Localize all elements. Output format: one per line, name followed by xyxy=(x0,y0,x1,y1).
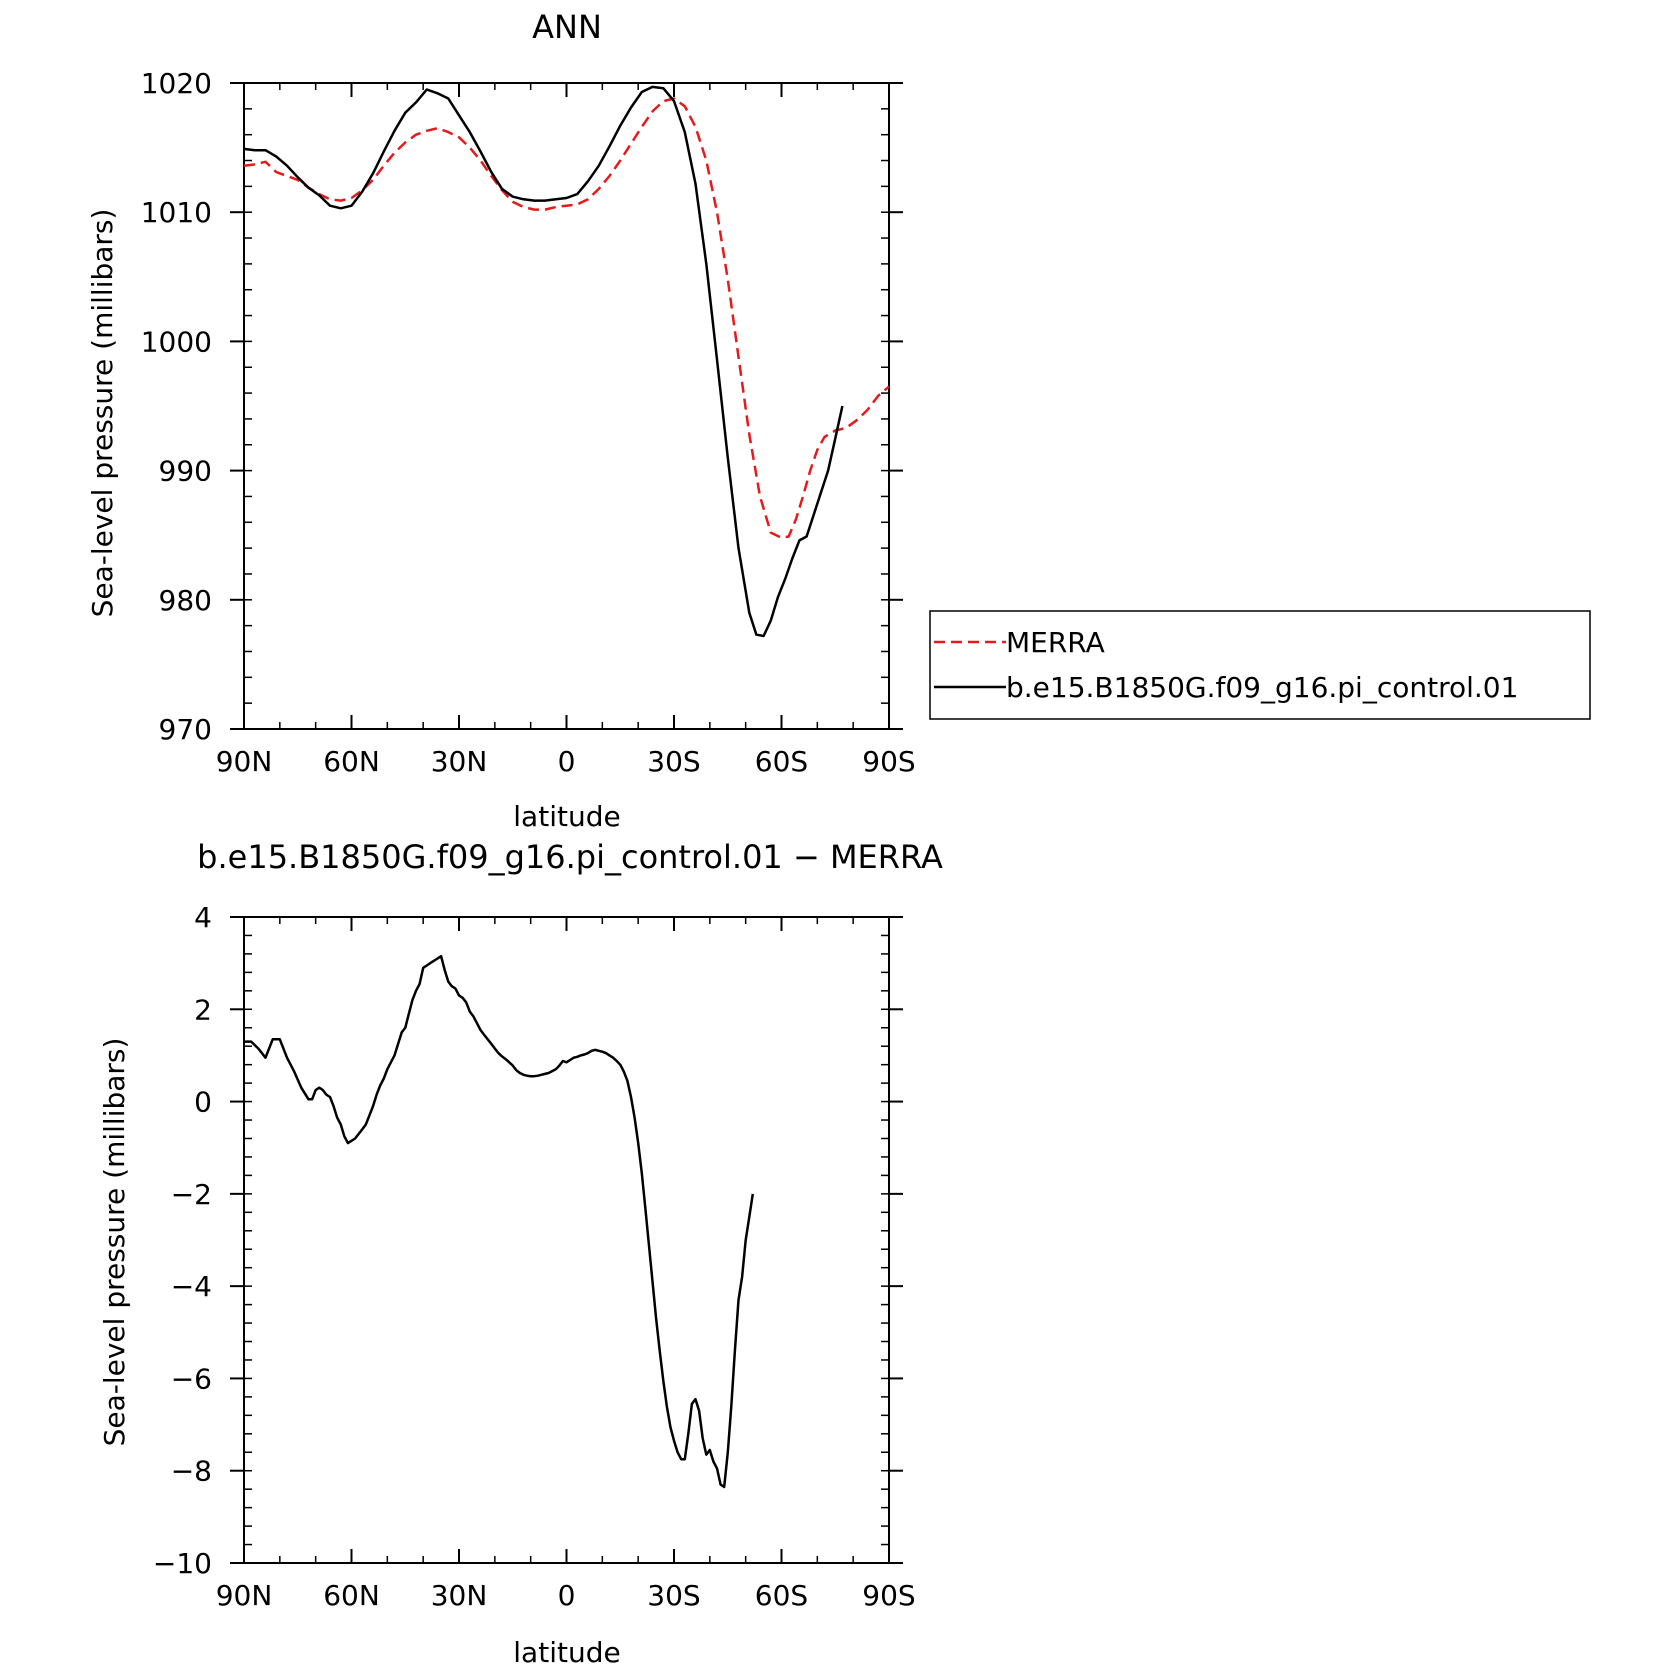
legend-box xyxy=(929,610,1591,720)
y-tick-label: 1000 xyxy=(141,325,212,358)
x-tick-label: 30N xyxy=(431,745,488,778)
series-line-0 xyxy=(244,954,755,1489)
x-tick-label: 60S xyxy=(755,745,808,778)
chart-title: b.e15.B1850G.f09_g16.pi_control.01 − MER… xyxy=(197,838,943,876)
panel-difference: b.e15.B1850G.f09_g16.pi_control.01 − MER… xyxy=(98,838,943,1669)
y-tick-label: −2 xyxy=(171,1178,212,1211)
x-tick-label: 0 xyxy=(558,745,576,778)
chart-title: ANN xyxy=(532,8,602,46)
x-tick-label: 60N xyxy=(323,745,380,778)
y-tick-label: −8 xyxy=(171,1455,212,1488)
y-tick-label: 980 xyxy=(159,584,212,617)
y-tick-label: 990 xyxy=(159,455,212,488)
plot-frame xyxy=(243,82,890,730)
y-tick-label: 2 xyxy=(194,993,212,1026)
y-tick-label: 4 xyxy=(194,901,212,934)
legend-label-model: b.e15.B1850G.f09_g16.pi_control.01 xyxy=(1006,671,1518,704)
x-tick-label: 90S xyxy=(862,1579,915,1612)
x-tick-label: 60N xyxy=(323,1579,380,1612)
x-tick-label: 60S xyxy=(755,1579,808,1612)
x-tick-label: 30N xyxy=(431,1579,488,1612)
x-tick-label: 0 xyxy=(558,1579,576,1612)
y-axis-title: Sea-level pressure (millibars) xyxy=(98,1038,131,1447)
x-tick-label: 90S xyxy=(862,745,915,778)
y-tick-label: 970 xyxy=(159,713,212,746)
x-tick-label: 90N xyxy=(216,745,273,778)
plot-frame xyxy=(243,916,890,1564)
series-line-1 xyxy=(243,85,844,638)
y-tick-label: −6 xyxy=(171,1362,212,1395)
y-tick-label: 1020 xyxy=(141,67,212,100)
x-tick-label: 30S xyxy=(647,1579,700,1612)
y-tick-label: −10 xyxy=(153,1547,212,1580)
series-line-0 xyxy=(243,97,890,540)
x-axis-title: latitude xyxy=(513,800,620,833)
x-tick-label: 90N xyxy=(216,1579,273,1612)
y-tick-label: −4 xyxy=(171,1270,212,1303)
panel-annual-slp: ANN latitude Sea-level pressure (milliba… xyxy=(86,8,916,833)
x-axis-title: latitude xyxy=(513,1636,620,1669)
x-tick-label: 30S xyxy=(647,745,700,778)
legend-label-merra: MERRA xyxy=(1006,626,1105,659)
legend: MERRA b.e15.B1850G.f09_g16.pi_control.01 xyxy=(929,610,1591,720)
y-tick-label: 1010 xyxy=(141,196,212,229)
y-axis-title: Sea-level pressure (millibars) xyxy=(86,209,119,618)
y-tick-label: 0 xyxy=(194,1086,212,1119)
